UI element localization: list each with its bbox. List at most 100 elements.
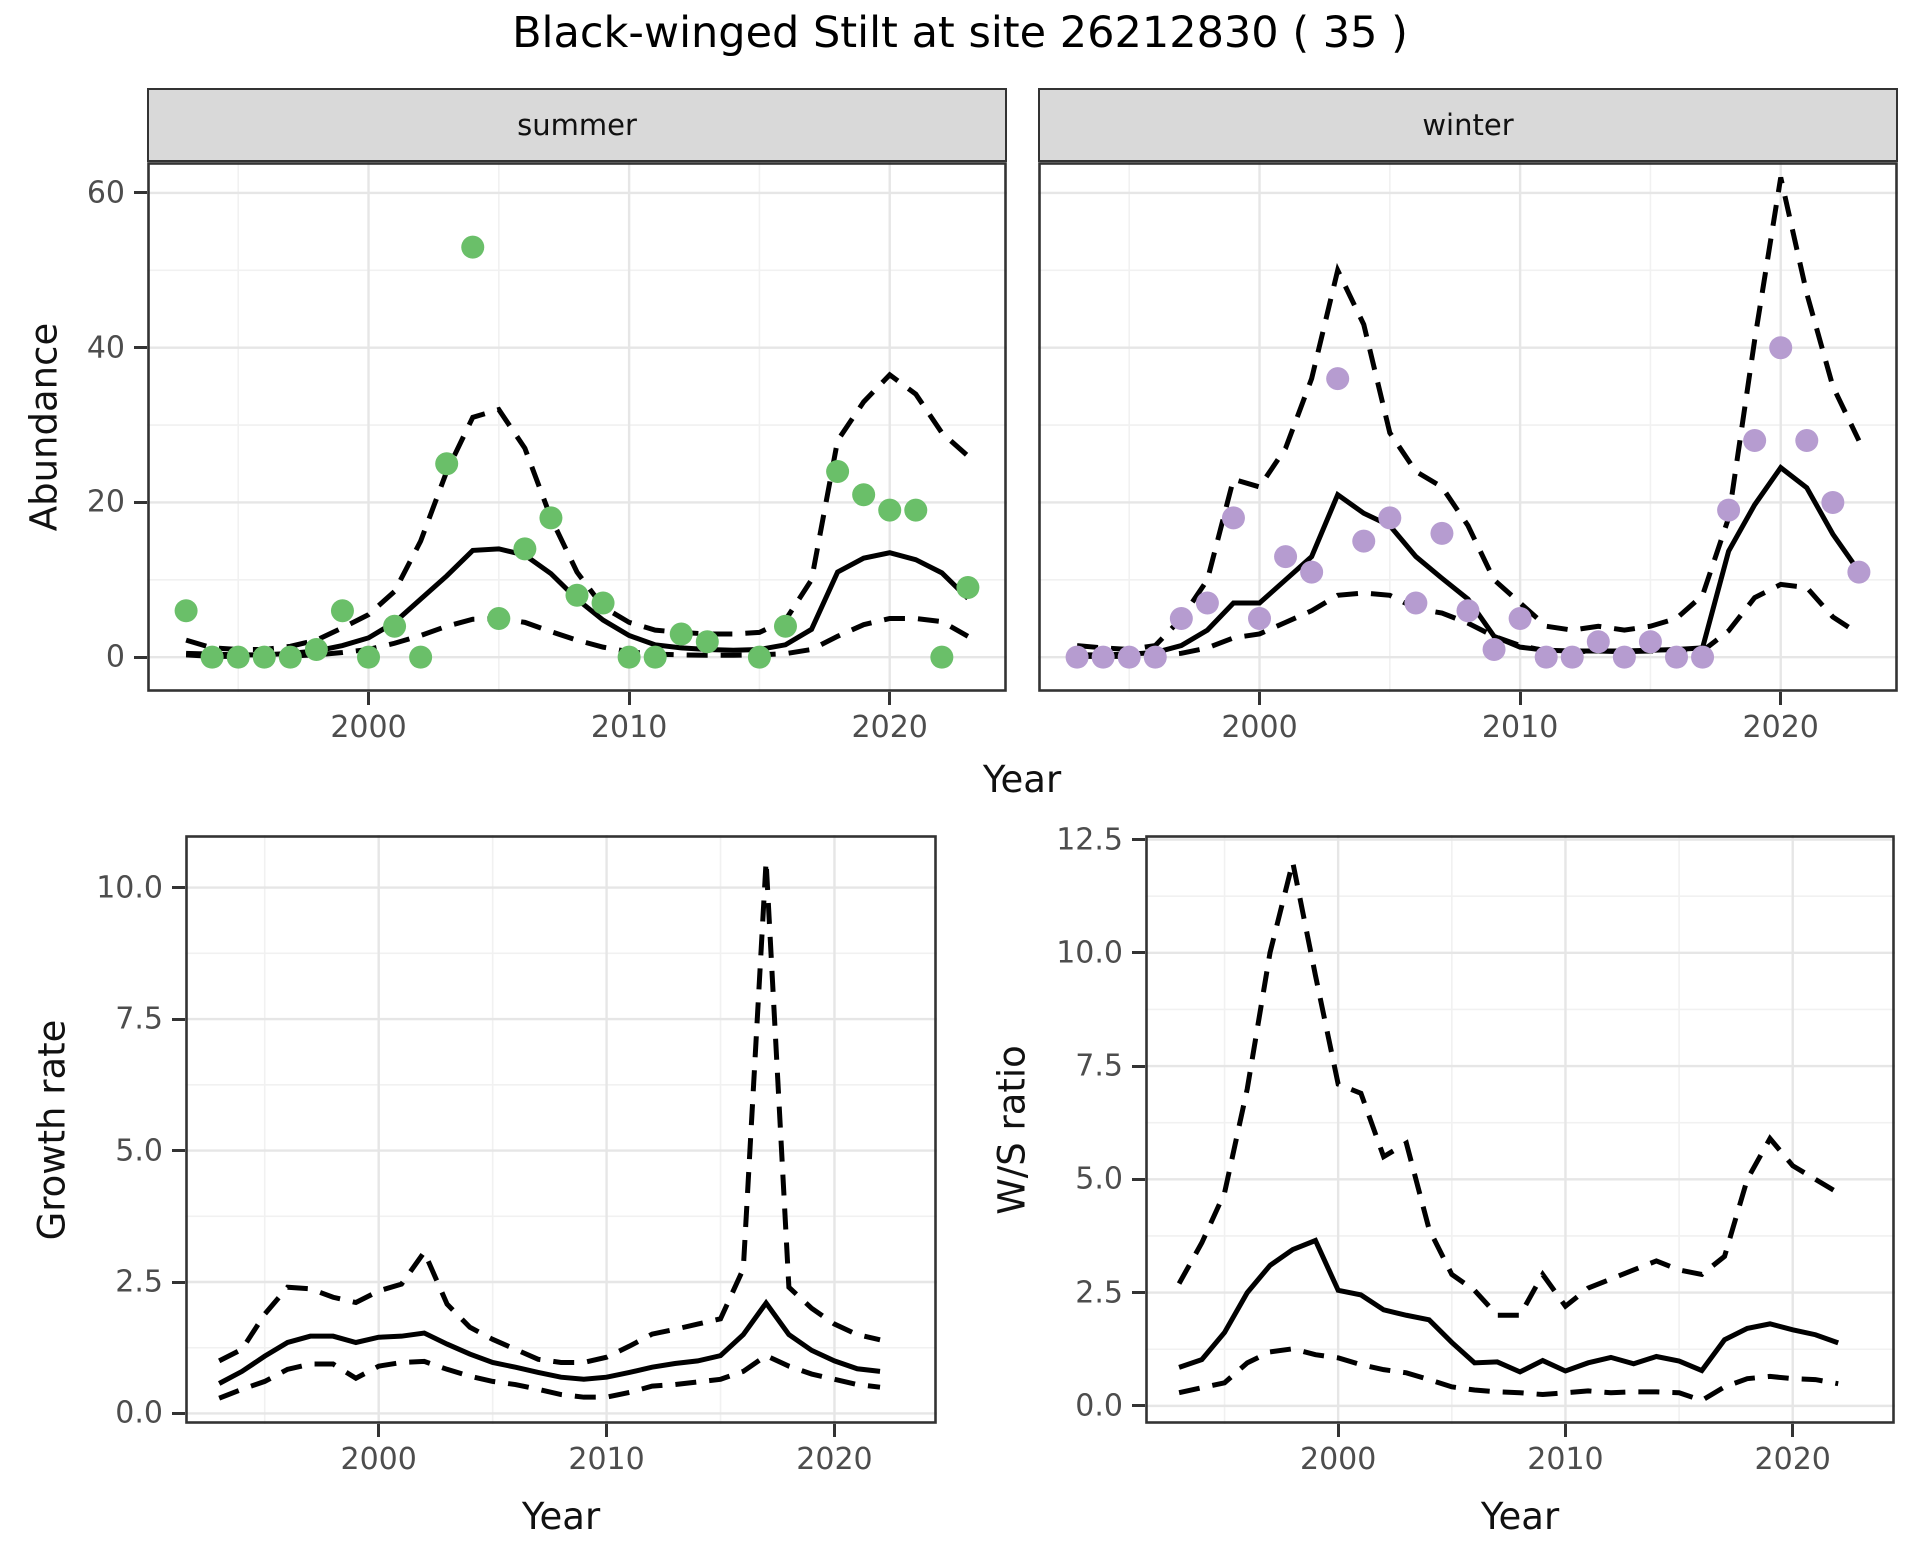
growth-y-tick-mark [172,886,185,890]
winter-data-point [1586,630,1610,654]
winter-data-point [1821,490,1845,514]
summer-upper-ci-line [185,371,970,652]
growth-y-tick-mark [172,1017,185,1021]
summer-data-point [304,637,328,661]
summer-data-point [956,576,980,600]
summer-data-point [747,645,771,669]
summer-x-tick-label: 2000 [330,710,407,745]
winter-x-tick-label: 2000 [1221,710,1298,745]
winter-data-point [1847,560,1871,584]
summer-y-tick-label: 60 [86,175,125,211]
summer-data-point [200,645,224,669]
winter-data-point [1352,529,1376,553]
winter-data-point [1195,591,1219,615]
ws-y-tick-mark [1132,1291,1145,1295]
summer-y-tick-mark [134,655,147,659]
ws-panel [1145,835,1895,1424]
summer-data-point [435,452,459,476]
summer-y-tick-mark [134,346,147,350]
winter-x-tick-mark [1258,692,1261,705]
winter-data-point [1638,630,1662,654]
summer-data-point [695,630,719,654]
growth-y-tick-label: 0.0 [115,1395,163,1431]
growth-x-tick-label: 2000 [340,1442,417,1477]
winter-data-point [1300,560,1324,584]
ws-lower-ci-line [1178,1346,1839,1404]
summer-y-tick-label: 20 [86,484,125,520]
growth-x-tick-mark [832,1424,836,1437]
summer-x-tick-mark [888,692,892,705]
ws-x-tick-label: 2000 [1299,1442,1377,1477]
summer-data-point [174,599,198,623]
winter-data-point [1169,606,1193,630]
summer-data-point [852,483,876,507]
winter-data-point [1508,606,1532,630]
facet-strip-winter: winter [1038,88,1898,162]
ws-x-tick-mark [1791,1424,1795,1437]
growth-y-tick-label: 5.0 [115,1133,163,1169]
winter-data-point [1404,591,1428,615]
summer-data-point [773,614,797,638]
winter-x-tick-label: 2010 [1481,710,1559,745]
summer-data-point [930,645,954,669]
winter-data-point [1560,645,1584,669]
growth-panel [185,835,937,1424]
summer-data-point [565,583,589,607]
summer-data-point [539,506,563,530]
summer-x-tick-mark [367,692,370,705]
summer-data-point [409,645,433,669]
facet-strip-summer: summer [147,88,1007,162]
summer-data-point [617,645,641,669]
winter-data-point [1143,645,1167,669]
summer-data-point [878,498,902,522]
winter-data-point [1326,367,1350,391]
summer-lower-ci-line [185,615,970,659]
growth-panel-border [185,835,937,1424]
summer-data-point [591,591,615,615]
ws-x-tick-label: 2020 [1754,1442,1831,1477]
summer-data-point [461,235,485,259]
summer-y-tick-mark [134,500,147,504]
ws-y-tick-mark [1132,1177,1145,1181]
growth-y-tick-mark [172,1149,185,1153]
summer-data-point [826,459,850,483]
winter-data-point [1248,606,1272,630]
growth-y-tick-mark [172,1280,185,1284]
summer-y-tick-mark [134,191,147,195]
ws-y-tick-mark [1132,1404,1145,1408]
summer-panel-background [147,162,1007,692]
winter-data-point [1221,506,1245,530]
growth-y-tick-label: 7.5 [115,1001,163,1037]
growth-y-tick-mark [172,1411,185,1415]
ws-x-tick-mark [1336,1424,1340,1437]
winter-data-point [1664,645,1688,669]
winter-data-point [1769,336,1793,360]
winter-data-point [1065,645,1089,669]
facet-strip-winter-label: winter [1422,108,1514,142]
growth-fit-line [218,1298,881,1386]
ws-x-tick-label: 2010 [1527,1442,1604,1477]
ws-panel-border [1145,835,1895,1424]
summer-panel [147,162,1007,692]
summer-data-point [278,645,302,669]
ws-y-tick-label: 2.5 [1075,1275,1123,1311]
summer-data-point [226,645,250,669]
winter-x-tick-mark [1779,692,1783,705]
ws-y-tick-mark [1132,838,1145,842]
summer-data-point [669,622,693,646]
winter-x-tick-mark [1518,692,1522,705]
ws-y-tick-label: 12.5 [1056,822,1123,858]
growth-upper-ci-line [218,861,881,1365]
summer-x-tick-label: 2020 [851,710,928,745]
growth-x-tick-label: 2020 [796,1442,873,1477]
winter-data-point [1534,645,1558,669]
summer-data-point [252,645,276,669]
summer-x-tick-label: 2010 [590,710,668,745]
ws-fit-line [1178,1237,1840,1375]
ws-y-tick-label: 7.5 [1075,1048,1123,1084]
summer-data-point [330,599,354,623]
ws-x-tick-mark [1563,1424,1567,1437]
summer-data-point [513,537,537,561]
growth-y-tick-label: 2.5 [115,1264,163,1300]
